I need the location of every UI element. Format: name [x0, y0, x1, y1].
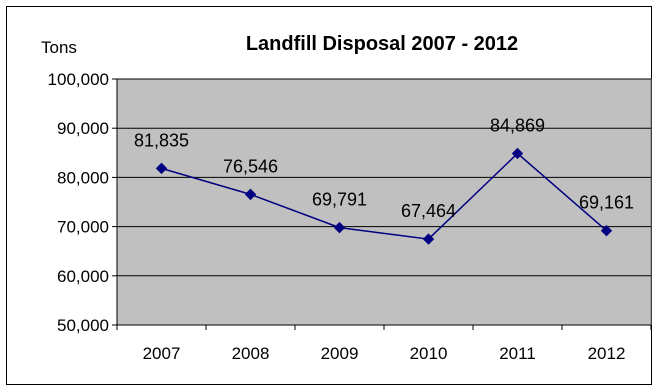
x-tick-label: 2010	[410, 344, 448, 363]
data-point-marker	[333, 221, 346, 234]
data-label: 84,869	[490, 115, 545, 135]
x-tick-label: 2008	[232, 344, 270, 363]
x-tick-label: 2009	[321, 344, 359, 363]
y-axis-label: Tons	[41, 38, 77, 57]
series-line	[161, 152, 607, 240]
y-tick-label: 50,000	[57, 316, 109, 335]
chart-frame: 50,000 60,000 70,000 80,000 90,000 100,000 200…	[6, 6, 652, 385]
data-point-marker	[155, 162, 168, 175]
data-label: 69,161	[579, 193, 634, 213]
data-label: 76,546	[223, 156, 278, 176]
chart-title: Landfill Disposal 2007 - 2012	[246, 33, 518, 55]
data-point-marker	[244, 188, 257, 201]
x-tick-label: 2011	[499, 344, 536, 363]
y-tick-label: 60,000	[57, 267, 109, 286]
y-tick-label: 100,000	[48, 70, 109, 89]
y-tick-label: 70,000	[57, 218, 109, 237]
data-label: 81,835	[134, 130, 189, 150]
data-point-marker	[422, 233, 435, 245]
line-chart: 50,000 60,000 70,000 80,000 90,000 100,000 200…	[41, 33, 652, 363]
y-tick-label: 90,000	[57, 119, 109, 138]
plot-area	[116, 78, 652, 326]
data-point-marker	[511, 147, 524, 160]
data-point-marker	[600, 225, 613, 237]
data-label: 69,791	[312, 190, 367, 210]
y-tick-label: 80,000	[57, 168, 109, 187]
x-tick-label: 2007	[143, 344, 181, 363]
data-label: 67,464	[401, 201, 456, 221]
x-tick-label: 2012	[588, 344, 626, 363]
